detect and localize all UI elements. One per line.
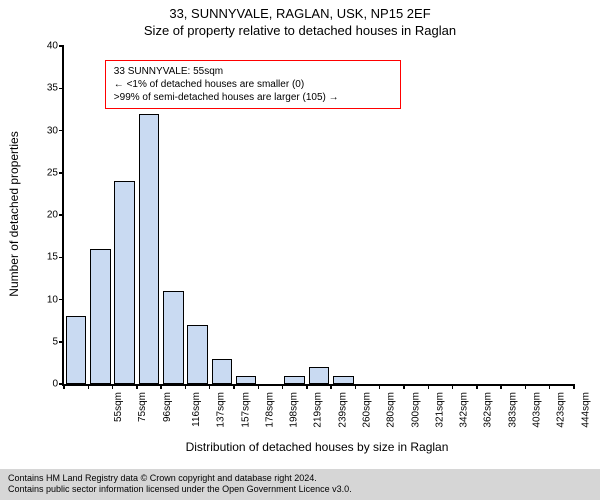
- xtick-mark: [136, 384, 138, 389]
- xtick-label: 383sqm: [507, 390, 518, 428]
- footer-attribution: Contains HM Land Registry data © Crown c…: [0, 469, 600, 500]
- footer-line-2: Contains public sector information licen…: [8, 484, 592, 496]
- plot-area: 33 SUNNYVALE: 55sqm ← <1% of detached ho…: [62, 46, 574, 386]
- xtick-label: 321sqm: [434, 390, 445, 428]
- xtick-mark: [330, 384, 332, 389]
- xtick-label: 116sqm: [191, 390, 202, 427]
- xtick-label: 444sqm: [580, 390, 591, 428]
- xtick-mark: [258, 384, 260, 389]
- bar: [333, 376, 354, 384]
- xtick-mark: [63, 384, 65, 389]
- xtick-mark: [500, 384, 502, 389]
- xtick-mark: [209, 384, 211, 389]
- xtick-label: 342sqm: [459, 390, 470, 428]
- ytick-label: 10: [47, 294, 64, 305]
- xtick-label: 198sqm: [289, 390, 300, 428]
- bar: [236, 376, 257, 384]
- xtick-label: 239sqm: [337, 390, 348, 428]
- xtick-label: 137sqm: [216, 390, 227, 428]
- xtick-label: 423sqm: [556, 390, 567, 428]
- xtick-label: 178sqm: [264, 390, 275, 428]
- xtick-mark: [112, 384, 114, 389]
- bar: [187, 325, 208, 384]
- xtick-mark: [88, 384, 90, 389]
- xtick-mark: [160, 384, 162, 389]
- title-block: 33, SUNNYVALE, RAGLAN, USK, NP15 2EF Siz…: [0, 0, 600, 38]
- annotation-line-2: ← <1% of detached houses are smaller (0): [114, 78, 392, 91]
- xtick-mark: [573, 384, 575, 389]
- xtick-mark: [549, 384, 551, 389]
- xtick-mark: [355, 384, 357, 389]
- xtick-label: 219sqm: [313, 390, 324, 428]
- ytick-label: 20: [47, 210, 64, 221]
- title-line-1: 33, SUNNYVALE, RAGLAN, USK, NP15 2EF: [0, 6, 600, 21]
- footer-line-1: Contains HM Land Registry data © Crown c…: [8, 473, 592, 485]
- xtick-mark: [185, 384, 187, 389]
- xtick-mark: [525, 384, 527, 389]
- xtick-mark: [379, 384, 381, 389]
- xtick-mark: [428, 384, 430, 389]
- xtick-mark: [403, 384, 405, 389]
- ytick-label: 30: [47, 125, 64, 136]
- bar: [66, 316, 87, 384]
- bar: [114, 181, 135, 384]
- bar: [284, 376, 305, 384]
- xtick-label: 96sqm: [162, 390, 173, 422]
- annotation-line-3: >99% of semi-detached houses are larger …: [114, 91, 392, 104]
- annotation-box: 33 SUNNYVALE: 55sqm ← <1% of detached ho…: [105, 60, 401, 109]
- ytick-label: 35: [47, 83, 64, 94]
- xtick-label: 403sqm: [532, 390, 543, 428]
- annotation-line-1: 33 SUNNYVALE: 55sqm: [114, 65, 392, 78]
- ytick-label: 15: [47, 252, 64, 263]
- x-axis-label: Distribution of detached houses by size …: [62, 440, 572, 454]
- xtick-label: 362sqm: [483, 390, 494, 428]
- bar: [90, 249, 111, 384]
- xtick-label: 300sqm: [410, 390, 421, 428]
- bar: [139, 114, 160, 384]
- chart-container: 33, SUNNYVALE, RAGLAN, USK, NP15 2EF Siz…: [0, 0, 600, 500]
- xtick-label: 75sqm: [137, 390, 148, 422]
- xtick-mark: [476, 384, 478, 389]
- xtick-label: 260sqm: [362, 390, 373, 428]
- xtick-mark: [233, 384, 235, 389]
- xtick-label: 157sqm: [240, 390, 251, 428]
- xtick-label: 55sqm: [113, 390, 124, 422]
- xtick-mark: [306, 384, 308, 389]
- y-axis-label: Number of detached properties: [7, 114, 21, 314]
- ytick-label: 25: [47, 167, 64, 178]
- bar: [163, 291, 184, 384]
- bar: [309, 367, 330, 384]
- ytick-label: 40: [47, 41, 64, 52]
- bar: [212, 359, 233, 384]
- ytick-label: 5: [52, 336, 64, 347]
- xtick-mark: [282, 384, 284, 389]
- title-line-2: Size of property relative to detached ho…: [0, 23, 600, 38]
- xtick-label: 280sqm: [386, 390, 397, 428]
- xtick-mark: [452, 384, 454, 389]
